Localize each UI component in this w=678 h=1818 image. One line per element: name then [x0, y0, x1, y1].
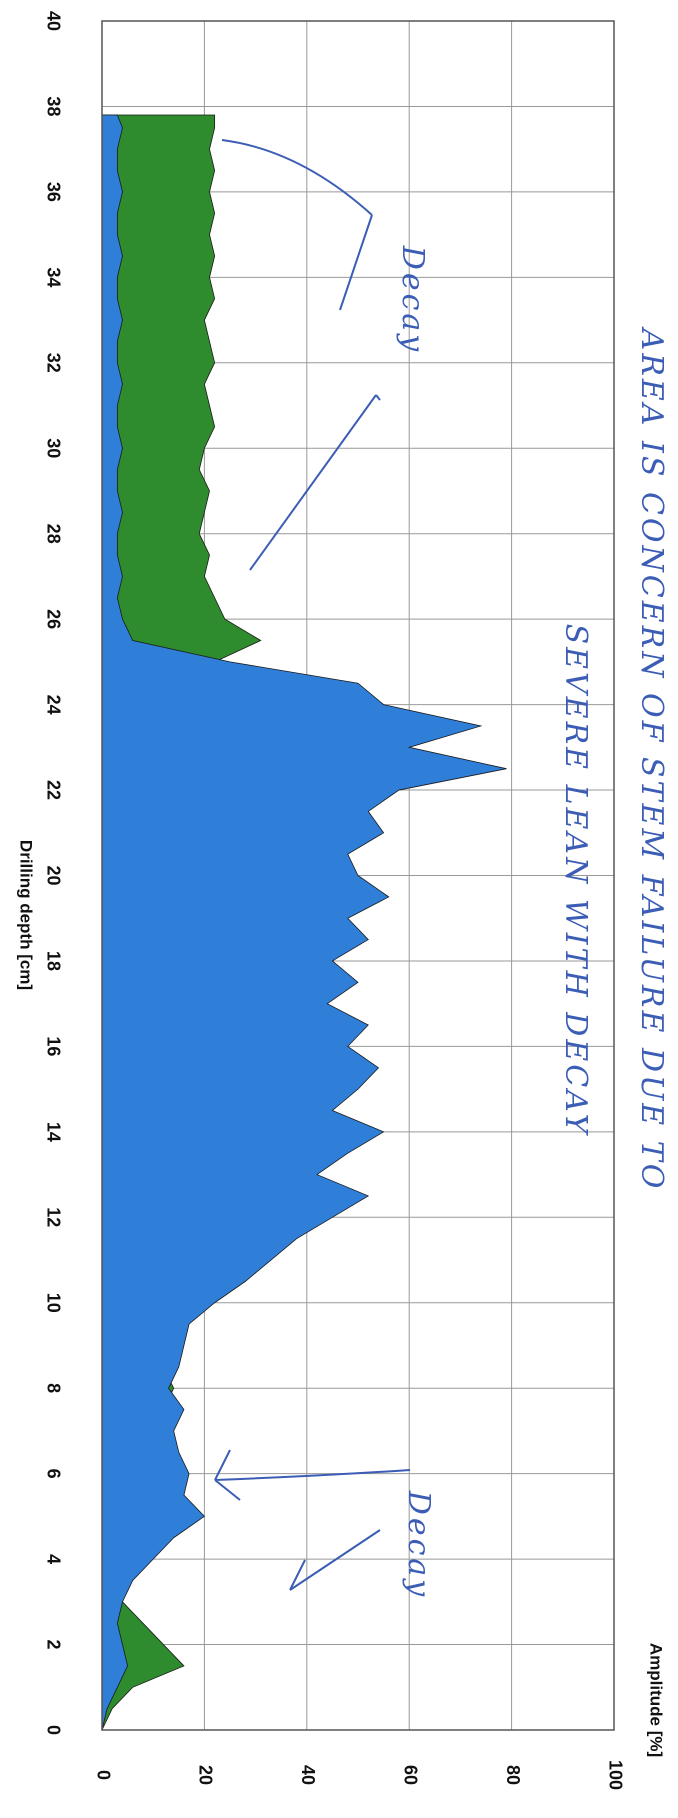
y-axis-title: Amplitude [%] — [647, 1643, 666, 1757]
x-tick-label: 14 — [43, 1122, 63, 1142]
x-tick-label: 4 — [43, 1554, 63, 1564]
y-tick-label: 20 — [196, 1765, 216, 1785]
y-tick-label: 80 — [503, 1765, 523, 1785]
handwritten-note: SEVERE LEAN WITH DECAY — [558, 624, 593, 1137]
x-tick-label: 0 — [43, 1725, 63, 1735]
x-tick-label: 8 — [43, 1383, 63, 1393]
x-tick-label: 30 — [43, 438, 63, 458]
x-tick-label: 36 — [43, 182, 63, 202]
x-tick-label: 18 — [43, 951, 63, 971]
x-axis-title: Drilling depth [cm] — [17, 840, 36, 990]
x-tick-label: 28 — [43, 524, 63, 544]
handwritten-note: Decay — [395, 245, 430, 354]
handwritten-note: Decay — [401, 1490, 436, 1599]
chart: Drilling depth [cm] Amplitude [%] 024681… — [0, 0, 678, 1818]
y-tick-label: 60 — [400, 1765, 420, 1785]
y-tick-label: 100 — [605, 1760, 625, 1790]
x-tick-label: 12 — [43, 1207, 63, 1227]
x-tick-label: 38 — [43, 96, 63, 116]
x-tick-label: 20 — [43, 865, 63, 885]
x-tick-label: 32 — [43, 353, 63, 373]
y-tick-label: 0 — [93, 1770, 113, 1780]
x-tick-label: 6 — [43, 1469, 63, 1479]
y-tick-label: 40 — [298, 1765, 318, 1785]
x-tick-label: 24 — [43, 695, 63, 715]
x-tick-label: 26 — [43, 609, 63, 629]
x-tick-label: 10 — [43, 1293, 63, 1313]
x-tick-label: 40 — [43, 11, 63, 31]
x-tick-label: 22 — [43, 780, 63, 800]
handwritten-note: AREA IS CONCERN OF STEM FAILURE DUE TO — [634, 326, 669, 1192]
x-tick-label: 34 — [43, 267, 63, 287]
x-tick-label: 2 — [43, 1640, 63, 1650]
x-tick-label: 16 — [43, 1036, 63, 1056]
